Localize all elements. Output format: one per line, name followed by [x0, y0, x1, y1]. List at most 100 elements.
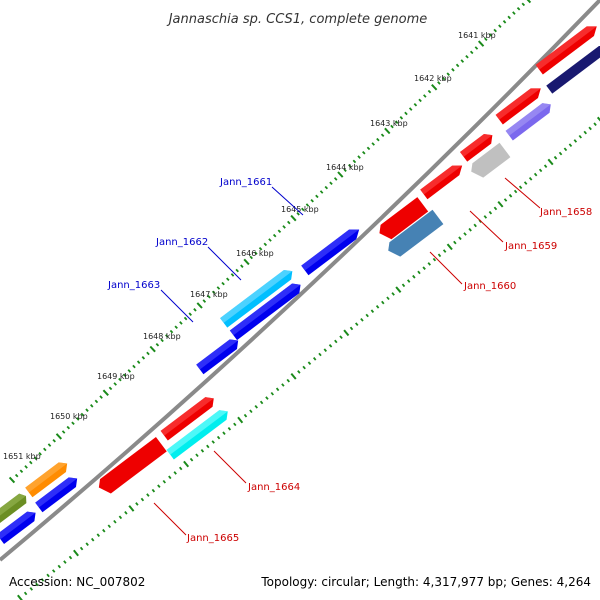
ring-tick	[573, 139, 578, 143]
gene-features	[0, 26, 600, 545]
ring-tick	[29, 460, 33, 465]
ring-tick	[165, 334, 169, 338]
ring-tick	[43, 447, 47, 452]
ring-tick	[211, 290, 216, 295]
gene-arrow-red	[460, 133, 493, 162]
ring-tick	[523, 181, 528, 185]
ring-tick	[349, 326, 354, 331]
ring-tick	[474, 46, 479, 50]
ring-tick	[401, 283, 406, 288]
ring-tick	[102, 528, 106, 533]
ring-tick	[423, 94, 427, 98]
ring-tick	[14, 473, 19, 478]
gene-arrow-red	[379, 197, 429, 240]
ring-tick	[290, 372, 297, 380]
gene-arrow-red	[420, 165, 463, 200]
ring-tick	[312, 357, 317, 361]
ring-tick	[484, 37, 488, 42]
ring-tick	[366, 146, 371, 151]
kbp-label: 1645 kbp	[281, 205, 319, 214]
kbp-label: 1643 kbp	[370, 119, 408, 128]
ring-tick	[211, 440, 215, 444]
gene-arrow-cyan	[220, 269, 293, 328]
ring-tick	[477, 40, 485, 47]
ring-tick	[578, 134, 583, 139]
ring-tick	[149, 345, 156, 353]
gene-arrow-blue	[196, 339, 239, 375]
gene-label-jann-1665: Jann_1665	[186, 533, 239, 544]
ring-tick	[307, 361, 312, 365]
kbp-label: 1650 kbp	[50, 412, 88, 421]
ring-tick	[118, 377, 122, 382]
ring-tick	[94, 399, 99, 404]
ring-tick	[151, 488, 156, 493]
kbp-label: 1641 kbp	[458, 31, 496, 40]
ring-tick	[178, 466, 183, 471]
ring-tick	[227, 427, 232, 431]
ring-tick	[337, 171, 344, 178]
ring-tick	[488, 210, 493, 215]
gene-label-jann-1660: Jann_1660	[463, 281, 516, 292]
ring-tick	[498, 24, 502, 28]
ring-tick	[408, 107, 413, 111]
ring-tick	[547, 158, 554, 166]
ring-tick	[290, 214, 297, 222]
ring-tick	[240, 264, 244, 268]
ring-tick	[272, 233, 277, 238]
ring-tick	[516, 6, 521, 11]
ring-tick	[207, 294, 211, 299]
ring-tick	[233, 422, 237, 427]
ring-tick	[235, 268, 239, 273]
ring-tick	[146, 351, 150, 356]
ring-tick	[441, 76, 446, 81]
ring-tick	[173, 471, 177, 475]
ring-tick	[243, 413, 248, 418]
ring-tick	[386, 296, 390, 301]
ring-tick	[380, 133, 385, 138]
gene-arrow-olive	[0, 493, 27, 525]
ring-tick	[259, 400, 264, 405]
ring-tick	[427, 89, 432, 94]
gene-label-jann-1663: Jann_1663	[107, 280, 160, 291]
kbp-label: 1648 kbp	[143, 332, 181, 341]
ring-tick	[222, 431, 226, 435]
gene-arrow-aqua	[166, 410, 228, 460]
ring-tick	[193, 308, 197, 312]
ring-tick	[90, 537, 95, 542]
ring-tick	[249, 409, 253, 414]
ring-tick	[216, 435, 221, 440]
ring-tick	[431, 84, 438, 91]
ring-tick	[254, 405, 258, 409]
ring-tick	[33, 456, 38, 460]
ring-tick	[343, 168, 347, 172]
ring-tick	[108, 386, 113, 391]
ring-tick	[455, 63, 460, 68]
ring-tick	[200, 449, 205, 453]
ring-tick	[339, 335, 343, 339]
ring-tick	[230, 273, 235, 277]
inner-tick-ring	[17, 116, 600, 600]
ring-tick	[155, 342, 160, 347]
ring-tick	[422, 266, 426, 270]
ring-tick	[446, 72, 450, 76]
ring-tick	[162, 479, 167, 484]
ring-tick	[521, 2, 526, 7]
kbp-label: 1642 kbp	[414, 74, 452, 83]
ring-tick	[196, 302, 203, 309]
ring-tick	[563, 147, 568, 152]
ring-tick	[543, 164, 548, 168]
ring-tick	[493, 28, 497, 33]
ring-tick	[277, 229, 282, 234]
ring-tick	[370, 309, 375, 313]
ring-tick	[75, 417, 80, 421]
gene-leader-lines	[153, 177, 541, 536]
ring-tick	[73, 549, 79, 557]
ring-tick	[318, 352, 322, 357]
gene-label-jann-1662: Jann_1662	[155, 237, 208, 248]
ring-tick	[334, 339, 338, 344]
ring-tick	[310, 198, 314, 203]
ring-tick	[47, 443, 52, 447]
ring-tick	[113, 382, 117, 386]
ring-tick	[63, 560, 67, 564]
